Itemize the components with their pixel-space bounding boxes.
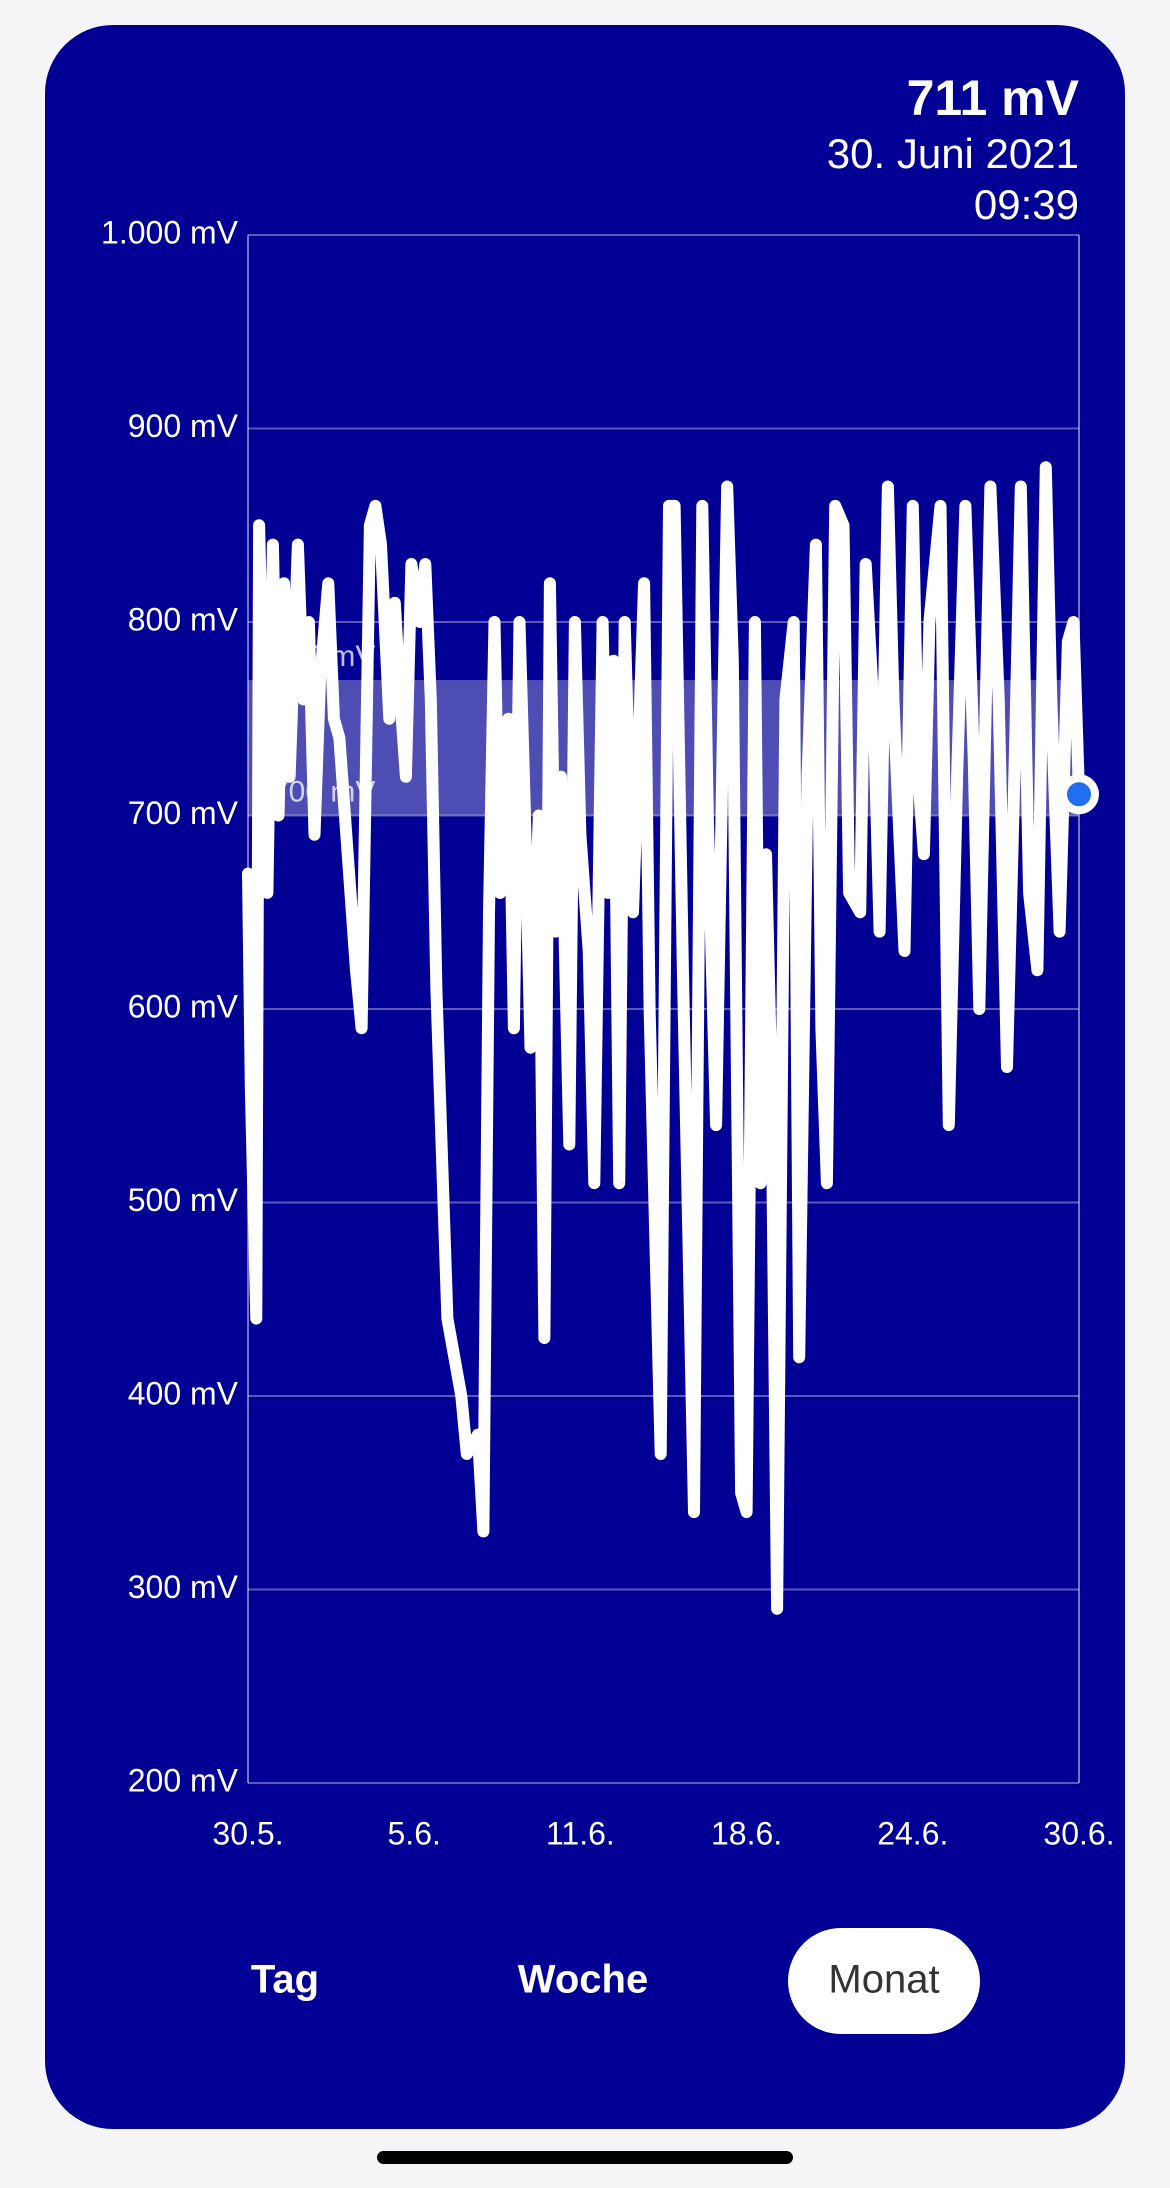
current-date: 30. Juni 2021 — [827, 130, 1079, 177]
y-tick-label: 800 mV — [128, 601, 239, 637]
y-tick-label: 600 mV — [128, 988, 239, 1024]
x-tick-label: 11.6. — [546, 1815, 615, 1851]
x-tick-label: 18.6. — [711, 1815, 782, 1851]
y-tick-label: 900 mV — [128, 408, 239, 444]
button-pill — [788, 1928, 980, 2034]
y-tick-label: 500 mV — [128, 1182, 239, 1218]
current-point — [1059, 774, 1099, 815]
y-tick-label: 400 mV — [128, 1375, 239, 1411]
y-tick-label: 200 mV — [128, 1762, 239, 1798]
period-button[interactable]: Monat — [828, 1958, 939, 2002]
x-tick-label: 5.6. — [388, 1815, 441, 1851]
x-tick-label: 24.6. — [877, 1815, 948, 1851]
period-button[interactable]: Tag — [251, 1958, 319, 2002]
data-line — [242, 461, 1085, 1615]
current-time: 09:39 — [974, 181, 1079, 228]
home-indicator — [377, 2151, 793, 2164]
card — [45, 25, 1125, 2129]
current-value: 711 mV — [907, 70, 1080, 126]
y-tick-label: 1.000 mV — [101, 214, 239, 250]
period-button[interactable]: Woche — [518, 1958, 648, 2002]
x-tick-label: 30.5. — [212, 1815, 283, 1851]
x-tick-label: 30.6. — [1043, 1815, 1114, 1851]
y-tick-label: 700 mV — [128, 795, 239, 831]
y-tick-label: 300 mV — [128, 1569, 239, 1605]
